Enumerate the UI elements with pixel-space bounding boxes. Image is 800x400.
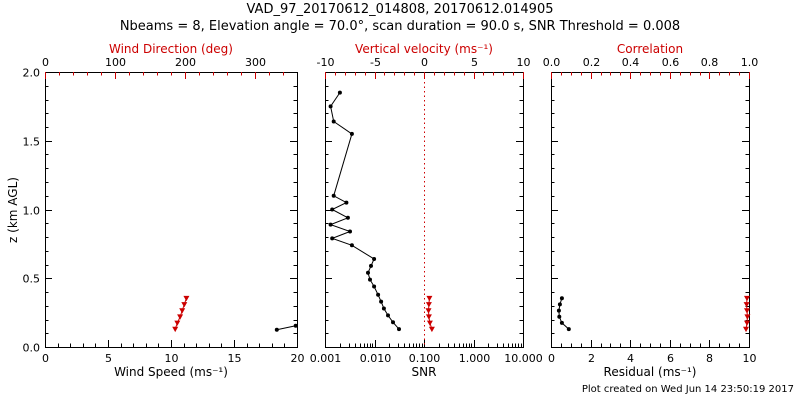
svg-text:300: 300	[245, 56, 266, 69]
svg-text:0.001: 0.001	[310, 352, 342, 365]
y-axis-label: z (km AGL)	[6, 177, 20, 243]
series-snr-profile	[328, 90, 401, 332]
svg-text:0.4: 0.4	[622, 56, 640, 69]
svg-text:10: 10	[517, 56, 531, 69]
svg-text:0: 0	[42, 56, 49, 69]
wind-speed-axis-title: Wind Speed (ms⁻¹)	[114, 365, 228, 379]
svg-text:5: 5	[105, 352, 112, 365]
series-wind-direction	[172, 295, 190, 333]
svg-text:0.010: 0.010	[360, 352, 392, 365]
vertical-velocity-axis-title: Vertical velocity (ms⁻¹)	[355, 42, 493, 56]
plot-created-timestamp: Plot created on Wed Jun 14 23:50:19 2017	[581, 384, 794, 395]
svg-text:0.8: 0.8	[701, 56, 719, 69]
svg-text:1.0: 1.0	[741, 56, 759, 69]
svg-text:-5: -5	[370, 56, 381, 69]
svg-text:200: 200	[175, 56, 196, 69]
svg-text:6: 6	[667, 352, 674, 365]
svg-text:15: 15	[228, 352, 242, 365]
plot-title: VAD_97_20170612_014808, 20170612.014905	[246, 2, 554, 17]
svg-text:20: 20	[291, 352, 305, 365]
svg-text:2.0: 2.0	[23, 67, 41, 80]
panel-snr: 0.001 0.010 0.100 1.000 10.000 -10 -5 0 5 10	[310, 56, 543, 365]
svg-text:1.5: 1.5	[23, 136, 41, 149]
svg-text:0.2: 0.2	[583, 56, 601, 69]
svg-text:2: 2	[588, 352, 595, 365]
svg-text:0.0: 0.0	[543, 56, 561, 69]
svg-text:100: 100	[105, 56, 126, 69]
plot-subtitle: Nbeams = 8, Elevation angle = 70.0°, sca…	[119, 19, 681, 34]
wind-direction-axis-title: Wind Direction (deg)	[109, 42, 233, 56]
svg-text:0: 0	[42, 352, 49, 365]
panel-wind: 0.00.51.01.52.00 5 10 15 200 100 200 300	[23, 56, 305, 365]
svg-text:10: 10	[743, 352, 757, 365]
svg-text:0.6: 0.6	[662, 56, 680, 69]
svg-text:0: 0	[421, 56, 428, 69]
svg-text:4: 4	[627, 352, 634, 365]
series-residual-profile	[556, 296, 571, 332]
svg-text:10.000: 10.000	[504, 352, 543, 365]
svg-text:5: 5	[471, 56, 478, 69]
series-wind-speed	[274, 323, 298, 332]
svg-text:0.100: 0.100	[409, 352, 441, 365]
residual-axis-title: Residual (ms⁻¹)	[603, 365, 697, 379]
correlation-axis-title: Correlation	[616, 42, 684, 56]
svg-text:-10: -10	[317, 56, 335, 69]
svg-text:10: 10	[165, 352, 179, 365]
snr-axis-title: SNR	[411, 365, 437, 379]
svg-text:0.0: 0.0	[23, 342, 41, 355]
series-vertical-velocity	[425, 295, 435, 333]
series-correlation	[743, 295, 751, 333]
svg-text:8: 8	[706, 352, 713, 365]
svg-text:1.000: 1.000	[459, 352, 491, 365]
svg-text:0: 0	[548, 352, 555, 365]
svg-text:1.0: 1.0	[23, 205, 41, 218]
panel-residual: 0 2 4 6 8 10 0.0 0.2 0.4 0.6 0.8 1.0	[543, 56, 759, 365]
svg-text:0.5: 0.5	[23, 273, 41, 286]
